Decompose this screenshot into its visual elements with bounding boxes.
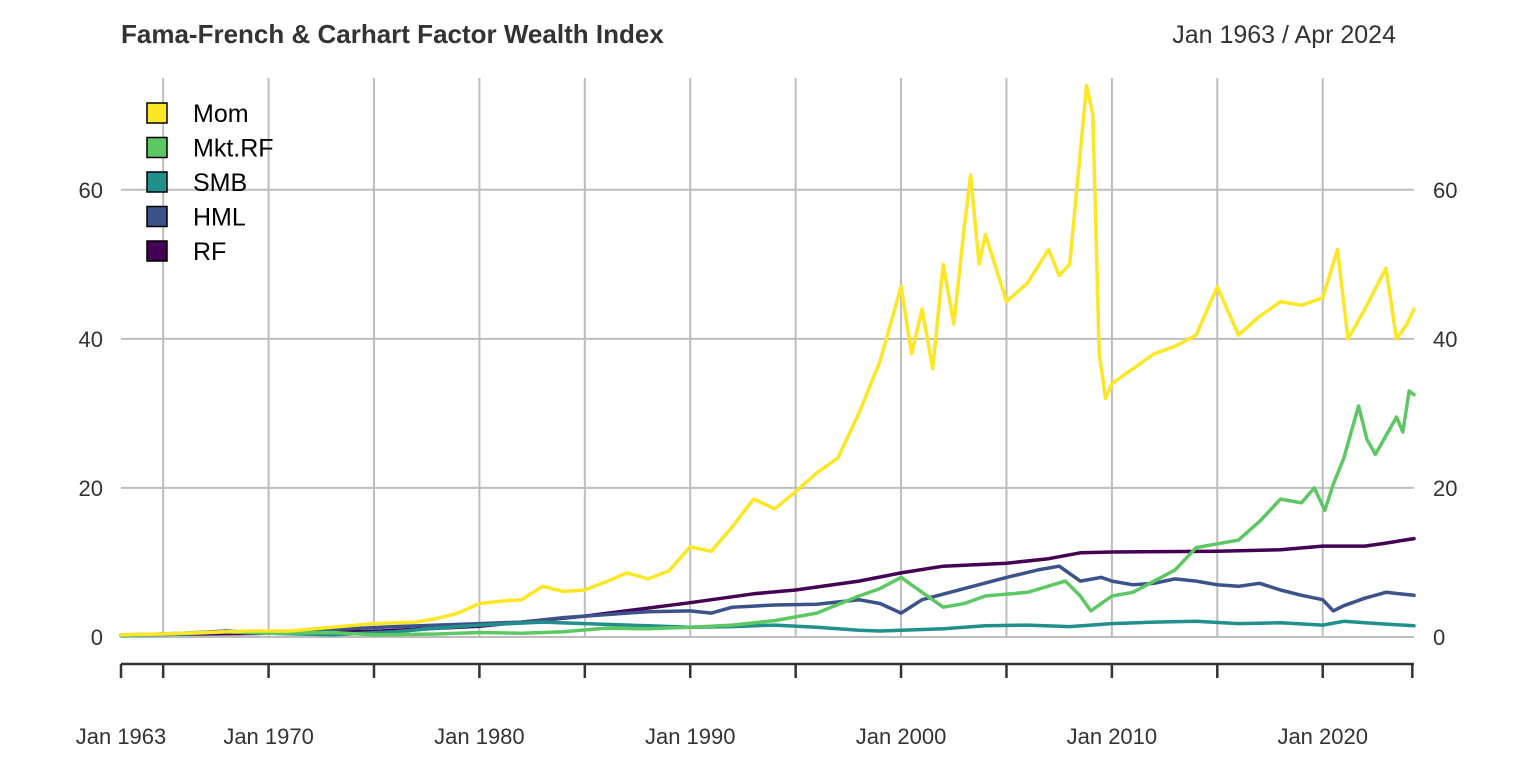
x-tick-label: Jan 2010 (1067, 724, 1158, 749)
legend-swatch-mom (147, 103, 167, 123)
x-tick-label: Jan 1980 (434, 724, 525, 749)
legend-label-mkt-rf: Mkt.RF (193, 135, 274, 163)
x-tick-label: Jan 1963 (76, 724, 167, 749)
date-range: Jan 1963 / Apr 2024 (1172, 21, 1396, 49)
legend-swatch-rf (147, 241, 167, 261)
legend-label-mom: Mom (193, 100, 249, 128)
x-tick-label: Jan 2000 (856, 724, 947, 749)
x-tick-label: Jan 2020 (1277, 724, 1368, 749)
legend-swatch-mkt-rf (147, 138, 167, 158)
chart-title: Fama-French & Carhart Factor Wealth Inde… (121, 19, 664, 49)
y-tick-label-right: 0 (1433, 625, 1445, 650)
y-tick-label-right: 60 (1433, 178, 1457, 203)
y-tick-label-right: 20 (1433, 476, 1457, 501)
y-tick-label-left: 20 (79, 476, 103, 501)
x-tick-label: Jan 1990 (645, 724, 736, 749)
legend-label-rf: RF (193, 238, 226, 266)
legend-swatch-smb (147, 172, 167, 192)
legend-label-smb: SMB (193, 169, 247, 197)
y-tick-label-right: 40 (1433, 327, 1457, 352)
y-tick-label-left: 40 (79, 327, 103, 352)
x-tick-label: Jan 1970 (223, 724, 314, 749)
y-tick-label-left: 0 (91, 625, 103, 650)
legend-swatch-hml (147, 207, 167, 227)
legend-label-hml: HML (193, 204, 246, 232)
y-tick-label-left: 60 (79, 178, 103, 203)
